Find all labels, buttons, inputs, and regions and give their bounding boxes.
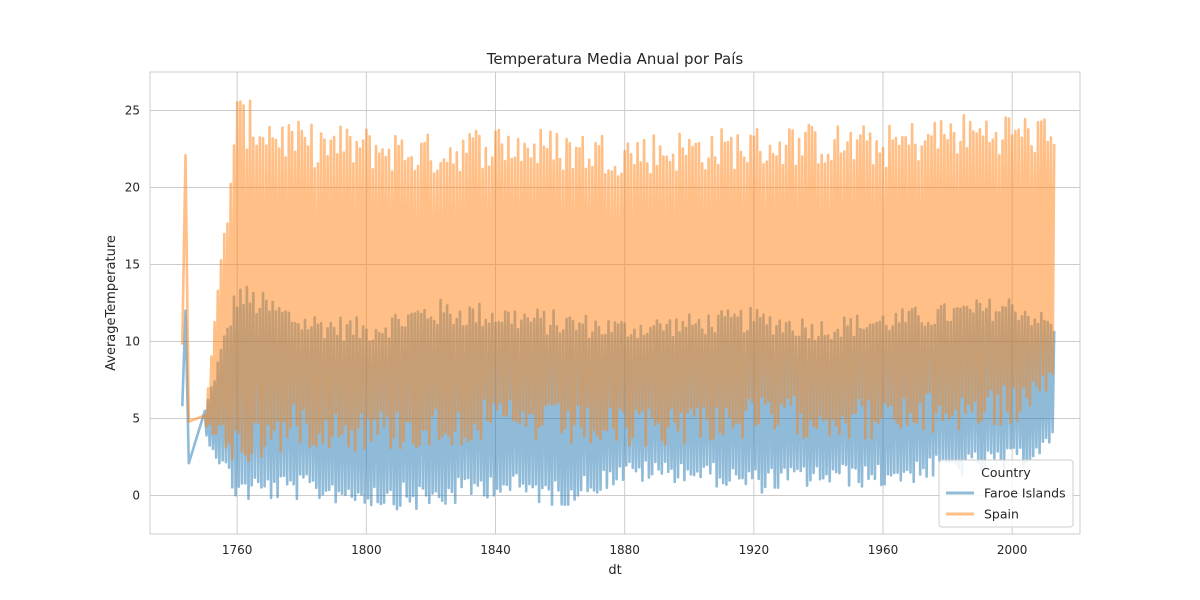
x-tick-label: 1960 [868,543,899,557]
legend: Country Faroe Islands Spain [938,459,1074,528]
x-axis-ticks: 1760 1800 1840 1880 1920 1960 2000 [222,543,1028,557]
x-tick-label: 1760 [222,543,253,557]
y-tick-label: 0 [132,489,140,503]
x-tick-label: 1880 [609,543,640,557]
series-line-spain [181,99,1056,463]
legend-label: Faroe Islands [984,486,1066,501]
y-axis-ticks: 0 5 10 15 20 25 [125,104,140,503]
x-tick-label: 1800 [351,543,382,557]
legend-box [938,459,1074,528]
y-tick-label: 10 [125,335,140,349]
chart-title: Temperatura Media Anual por País [486,50,744,68]
y-tick-label: 20 [125,181,140,195]
series-layer [181,99,1056,511]
y-tick-label: 15 [125,258,140,272]
x-axis-label: dt [608,563,621,578]
x-tick-label: 1920 [739,543,770,557]
x-tick-label: 2000 [997,543,1028,557]
x-tick-label: 1840 [480,543,511,557]
y-axis-label: AverageTemperature [104,235,119,371]
legend-label: Spain [984,507,1019,522]
y-tick-label: 5 [132,412,140,426]
legend-title: Country [981,465,1031,480]
y-tick-label: 25 [125,104,140,118]
